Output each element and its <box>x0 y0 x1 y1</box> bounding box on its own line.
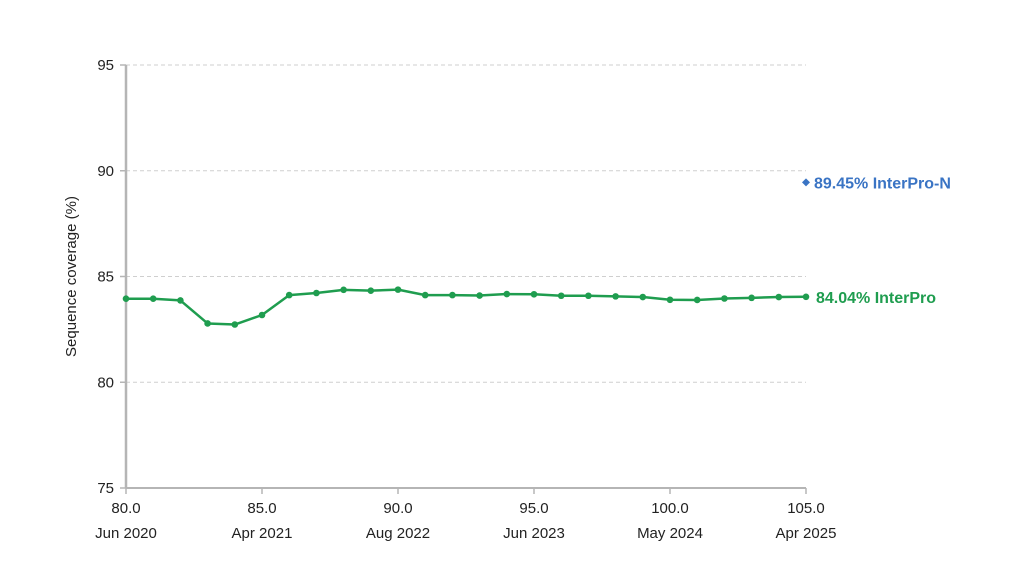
x-tick-date: Apr 2025 <box>776 525 837 542</box>
data-point-interpro <box>149 295 157 303</box>
x-tick-label: 85.0 <box>247 500 276 517</box>
x-tick-date: Aug 2022 <box>366 525 430 542</box>
x-tick-label: 80.0 <box>111 500 140 517</box>
y-tick-label: 85 <box>97 269 114 286</box>
data-point-interpro <box>721 295 728 302</box>
x-tick-date: Apr 2021 <box>232 525 293 542</box>
data-point-interpro <box>122 295 130 303</box>
y-tick-label: 95 <box>97 57 114 74</box>
data-point-interpro <box>693 296 701 304</box>
x-tick-date: Jun 2020 <box>95 525 157 542</box>
data-point-interpro <box>449 291 456 299</box>
series-line-interpro <box>126 288 807 326</box>
x-tick-label: 100.0 <box>651 500 689 517</box>
x-tick-label: 105.0 <box>787 500 825 517</box>
y-tick-labels: 75 80 85 90 95 <box>97 57 114 497</box>
data-point-interpro <box>367 287 375 294</box>
data-point-interpro <box>612 293 619 300</box>
data-point-interpro <box>666 296 674 304</box>
data-point-interpro <box>258 311 266 319</box>
series-layer <box>122 178 810 328</box>
data-point-interpro <box>530 290 538 298</box>
data-point-interpro <box>285 291 293 299</box>
data-point-interpro <box>585 292 592 300</box>
end-label-interpro: 84.04% InterPro <box>816 290 936 307</box>
x-tick-label: 90.0 <box>383 500 412 517</box>
data-point-interpro <box>503 290 511 298</box>
data-point-interpro <box>177 297 184 304</box>
x-tick-date: Jun 2023 <box>503 525 565 542</box>
y-tick-label: 75 <box>97 480 114 497</box>
x-tick-date: May 2024 <box>637 525 703 542</box>
data-point-interpro <box>557 292 565 300</box>
data-point-interpro <box>748 294 755 302</box>
y-tick-label: 80 <box>97 374 114 391</box>
gridlines <box>126 64 806 383</box>
x-tick-label: 95.0 <box>519 500 548 517</box>
series-end-labels: 84.04% InterPro 89.45% InterPro-N <box>814 175 951 306</box>
data-point-interpro <box>340 286 347 294</box>
data-point-interpro <box>313 289 320 297</box>
y-axis-title: Sequence coverage (%) <box>63 196 80 357</box>
data-point-interpro <box>775 293 783 301</box>
data-point-interpro <box>204 320 211 327</box>
axes <box>120 64 807 494</box>
data-point-interpro <box>476 292 483 299</box>
x-tick-labels: 80.0 Jun 2020 85.0 Apr 2021 90.0 Aug 2022 95.0… <box>95 500 836 542</box>
data-point-interpro <box>802 293 810 301</box>
end-label-interpro-n: 89.45% InterPro-N <box>814 175 951 192</box>
data-point-interpro <box>639 293 647 301</box>
data-point-interpro <box>231 321 239 328</box>
y-tick-label: 90 <box>97 163 114 180</box>
data-point-interpro <box>394 286 402 293</box>
data-point-interpro-n <box>802 178 810 187</box>
data-point-interpro <box>421 291 429 299</box>
